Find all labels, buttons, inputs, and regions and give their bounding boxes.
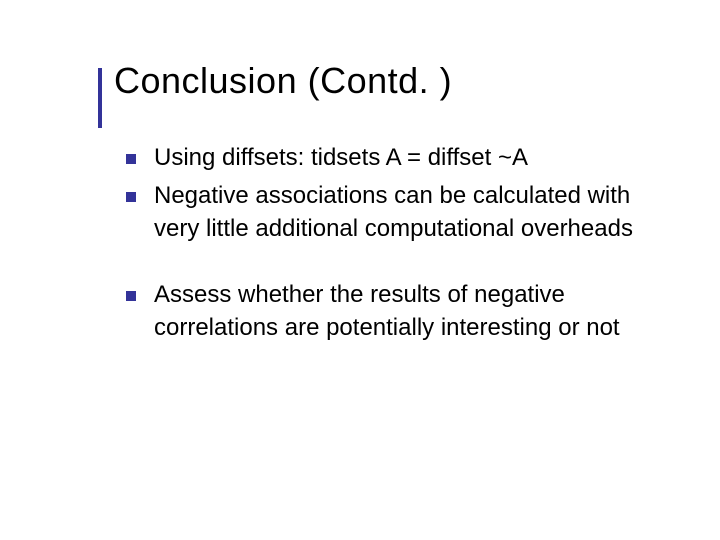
bullet-item: Negative associations can be calculated … (126, 180, 660, 245)
slide-title: Conclusion (Contd. ) (114, 60, 660, 102)
bullet-item: Using diffsets: tidsets A = diffset ~A (126, 142, 660, 174)
bullet-item: Assess whether the results of negative c… (126, 279, 660, 344)
bullet-list: Using diffsets: tidsets A = diffset ~A N… (126, 142, 660, 344)
square-bullet-icon (126, 291, 136, 301)
bullet-text: Negative associations can be calculated … (154, 180, 660, 245)
square-bullet-icon (126, 154, 136, 164)
square-bullet-icon (126, 192, 136, 202)
bullet-text: Using diffsets: tidsets A = diffset ~A (154, 142, 528, 174)
slide: Conclusion (Contd. ) Using diffsets: tid… (0, 0, 720, 540)
bullet-group-gap (126, 251, 660, 279)
title-accent-line (98, 68, 102, 128)
bullet-text: Assess whether the results of negative c… (154, 279, 660, 344)
